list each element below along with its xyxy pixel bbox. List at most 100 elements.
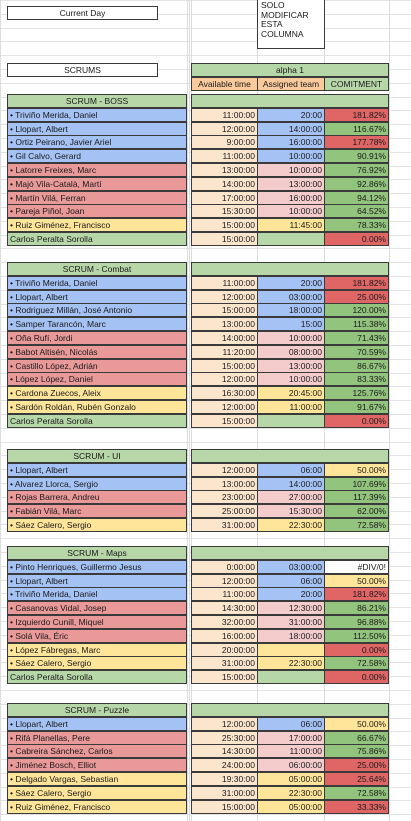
available-time-cell[interactable]: 14:00:00 — [191, 331, 258, 345]
section-title[interactable]: SCRUM - BOSS — [7, 94, 187, 108]
section-title[interactable]: SCRUM - UI — [7, 449, 187, 463]
member-name[interactable]: • López López, Daniel — [7, 372, 187, 386]
available-time-cell[interactable]: 13:00:00 — [191, 477, 258, 491]
member-name[interactable]: • Cardona Zuecos, Aleix — [7, 386, 187, 400]
available-time-cell[interactable]: 17:00:00 — [191, 191, 258, 205]
available-time-cell[interactable]: 15:00:00 — [191, 670, 258, 684]
member-name[interactable]: • Jiménez Bosch, Elliot — [7, 758, 187, 772]
member-name[interactable]: • Casanovas Vidal, Josep — [7, 601, 187, 615]
available-time-cell[interactable]: 14:30:00 — [191, 744, 258, 758]
assigned-team-cell[interactable]: 06:00:00 — [257, 758, 325, 772]
alpha-header[interactable]: alpha 1 — [191, 63, 389, 77]
assigned-team-cell[interactable]: 03:00:00 — [257, 560, 325, 574]
commitment-cell[interactable]: 66.67% — [324, 731, 389, 745]
commitment-cell[interactable]: 33.33% — [324, 800, 389, 814]
commitment-cell[interactable]: 62.00% — [324, 504, 389, 518]
available-time-cell[interactable]: 32:00:00 — [191, 615, 258, 629]
assigned-team-cell[interactable]: 13:00:00 — [257, 359, 325, 373]
member-name[interactable]: • Sardón Roldán, Rubén Gonzalo — [7, 400, 187, 414]
current-day-label[interactable]: Current Day — [7, 6, 158, 20]
assigned-team-cell[interactable]: 20:45:00 — [257, 386, 325, 400]
available-time-cell[interactable]: 15:00:00 — [191, 303, 258, 317]
commitment-cell[interactable]: 25.00% — [324, 758, 389, 772]
assigned-team-cell[interactable] — [257, 670, 325, 684]
assigned-team-cell[interactable]: 18:00:00 — [257, 629, 325, 643]
assigned-team-cell[interactable]: 15:00 — [257, 317, 325, 331]
member-name[interactable]: Carlos Peralta Sorolla — [7, 414, 187, 428]
commitment-cell[interactable]: 72.58% — [324, 786, 389, 800]
assigned-team-cell[interactable]: 10:00:00 — [257, 331, 325, 345]
member-name[interactable]: • Babot Altisén, Nicolás — [7, 345, 187, 359]
commitment-cell[interactable]: 177.78% — [324, 135, 389, 149]
member-name[interactable]: • Martín Vilá, Ferran — [7, 191, 187, 205]
commitment-cell[interactable]: 25.64% — [324, 772, 389, 786]
member-name[interactable]: • Llopart, Albert — [7, 290, 187, 304]
available-time-cell[interactable]: 15:00:00 — [191, 800, 258, 814]
commitment-cell[interactable]: 70.59% — [324, 345, 389, 359]
assigned-team-cell[interactable]: 11:00:00 — [257, 744, 325, 758]
assigned-team-cell[interactable]: 18:00:00 — [257, 303, 325, 317]
member-name[interactable]: • Ruiz Giménez, Francisco — [7, 800, 187, 814]
assigned-team-cell[interactable]: 22:30:00 — [257, 786, 325, 800]
member-name[interactable]: • Llopart, Albert — [7, 122, 187, 136]
available-time-header[interactable]: Available time — [191, 77, 258, 91]
assigned-team-cell[interactable] — [257, 643, 325, 657]
assigned-team-cell[interactable]: 27:00:00 — [257, 490, 325, 504]
member-name[interactable]: • Sáez Calero, Sergio — [7, 786, 187, 800]
commitment-cell[interactable]: 120.00% — [324, 303, 389, 317]
member-name[interactable]: • Sáez Calero, Sergio — [7, 656, 187, 670]
member-name[interactable]: • Llopart, Albert — [7, 717, 187, 731]
available-time-cell[interactable]: 12:00:00 — [191, 122, 258, 136]
assigned-team-cell[interactable]: 31:00:00 — [257, 615, 325, 629]
member-name[interactable]: • Delgado Vargas, Sebastian — [7, 772, 187, 786]
assigned-team-header[interactable]: Assigned team — [257, 77, 325, 91]
member-name[interactable]: • Castillo López, Adrián — [7, 359, 187, 373]
available-time-cell[interactable]: 12:00:00 — [191, 400, 258, 414]
commitment-header[interactable]: COMITMENT — [324, 77, 389, 91]
assigned-team-cell[interactable] — [257, 414, 325, 428]
commitment-cell[interactable]: 50.00% — [324, 717, 389, 731]
commitment-cell[interactable]: 91.67% — [324, 400, 389, 414]
member-name[interactable]: • Samper Tarancón, Marc — [7, 317, 187, 331]
assigned-team-cell[interactable] — [257, 232, 325, 246]
commitment-cell[interactable]: 181.82% — [324, 276, 389, 290]
available-time-cell[interactable]: 15:00:00 — [191, 359, 258, 373]
assigned-team-cell[interactable]: 06:00 — [257, 574, 325, 588]
commitment-cell[interactable]: 64.52% — [324, 204, 389, 218]
member-name[interactable]: Carlos Peralta Sorolla — [7, 670, 187, 684]
assigned-team-cell[interactable]: 05:00:00 — [257, 772, 325, 786]
available-time-cell[interactable]: 15:00:00 — [191, 218, 258, 232]
member-name[interactable]: • Llopart, Albert — [7, 463, 187, 477]
available-time-cell[interactable]: 12:00:00 — [191, 463, 258, 477]
note-only-modify-column[interactable]: SOLO MODIFICAR ESTA COLUMNA — [257, 0, 325, 49]
commitment-cell[interactable]: 0.00% — [324, 643, 389, 657]
available-time-cell[interactable]: 12:00:00 — [191, 372, 258, 386]
section-title[interactable]: SCRUM - Maps — [7, 546, 187, 560]
member-name[interactable]: • Sáez Calero, Sergio — [7, 518, 187, 532]
assigned-team-cell[interactable]: 15:30:00 — [257, 504, 325, 518]
assigned-team-cell[interactable]: 22:30:00 — [257, 518, 325, 532]
assigned-team-cell[interactable]: 14:00:00 — [257, 122, 325, 136]
assigned-team-cell[interactable]: 20:00 — [257, 276, 325, 290]
commitment-cell[interactable]: 83.33% — [324, 372, 389, 386]
commitment-cell[interactable]: 94.12% — [324, 191, 389, 205]
commitment-cell[interactable]: 0.00% — [324, 414, 389, 428]
member-name[interactable]: • Majó Vila-Català, Martí — [7, 177, 187, 191]
member-name[interactable]: • Alvarez Llorca, Sergio — [7, 477, 187, 491]
available-time-cell[interactable]: 16:30:00 — [191, 386, 258, 400]
available-time-cell[interactable]: 0:00:00 — [191, 560, 258, 574]
available-time-cell[interactable]: 25:00:00 — [191, 504, 258, 518]
available-time-cell[interactable]: 23:00:00 — [191, 490, 258, 504]
available-time-cell[interactable]: 11:00:00 — [191, 149, 258, 163]
section-title[interactable]: SCRUM - Combat — [7, 262, 187, 276]
available-time-cell[interactable]: 12:00:00 — [191, 574, 258, 588]
commitment-cell[interactable]: 96.88% — [324, 615, 389, 629]
available-time-cell[interactable]: 16:00:00 — [191, 629, 258, 643]
commitment-cell[interactable]: 112.50% — [324, 629, 389, 643]
commitment-cell[interactable]: 181.82% — [324, 587, 389, 601]
commitment-cell[interactable]: 92.86% — [324, 177, 389, 191]
scrums-label[interactable]: SCRUMS — [7, 63, 158, 77]
commitment-cell[interactable]: 115.38% — [324, 317, 389, 331]
commitment-cell[interactable]: 86.67% — [324, 359, 389, 373]
commitment-cell[interactable]: 78.33% — [324, 218, 389, 232]
